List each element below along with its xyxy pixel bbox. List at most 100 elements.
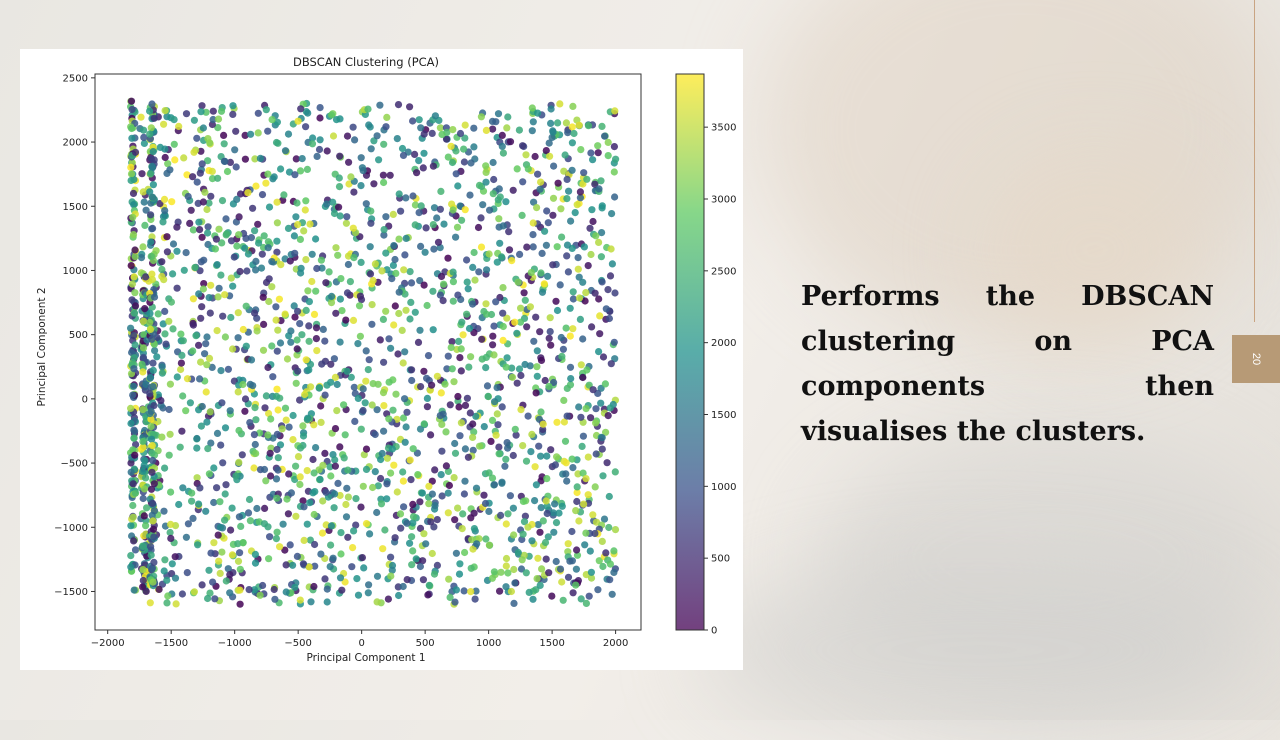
scatter-point (180, 154, 188, 162)
scatter-point (418, 489, 426, 497)
scatter-point (146, 373, 155, 381)
scatter-point (281, 147, 290, 155)
y-tick-label: 2000 (63, 138, 88, 149)
scatter-point (222, 481, 230, 489)
x-tick-label: −1000 (218, 638, 252, 649)
scatter-point (470, 248, 478, 257)
scatter-point (150, 480, 158, 488)
colorbar-tick-label: 1000 (711, 482, 736, 493)
scatter-point (130, 201, 138, 209)
scatter-point (244, 250, 252, 258)
scatter-point (284, 510, 292, 518)
scatter-point (463, 394, 471, 402)
scatter-point (563, 175, 571, 183)
scatter-point (599, 472, 607, 480)
colorbar-tick-label: 0 (711, 626, 717, 637)
scatter-point (550, 162, 558, 170)
scatter-point (538, 249, 546, 257)
scatter-point (469, 545, 477, 553)
scatter-point (430, 570, 439, 578)
scatter-point (260, 520, 268, 528)
scatter-point (568, 527, 576, 536)
scatter-point (544, 219, 552, 227)
scatter-point (221, 157, 229, 165)
scatter-point (149, 224, 157, 232)
scatter-point (549, 211, 557, 219)
scatter-point (362, 465, 371, 473)
scatter-point (264, 170, 272, 178)
scatter-point (612, 155, 620, 163)
scatter-point (255, 239, 263, 247)
scatter-point (377, 500, 386, 508)
scatter-point (510, 531, 518, 539)
scatter-point (141, 457, 149, 465)
scatter-point (373, 508, 381, 517)
scatter-point (530, 337, 538, 345)
scatter-point (139, 243, 147, 251)
scatter-point (303, 520, 311, 528)
scatter-point (273, 494, 281, 502)
scatter-point (608, 210, 616, 218)
scatter-point (306, 220, 314, 228)
scatter-point (258, 250, 266, 258)
scatter-point (457, 367, 465, 375)
scatter-point (317, 418, 325, 426)
scatter-point (411, 201, 419, 209)
scatter-point (531, 152, 539, 161)
scatter-point (449, 126, 457, 134)
scatter-point (312, 335, 320, 343)
scatter-point (217, 107, 226, 115)
scatter-point (321, 391, 329, 399)
scatter-point (589, 511, 597, 519)
scatter-point (562, 470, 570, 478)
scatter-point (371, 430, 379, 439)
scatter-point (186, 399, 194, 407)
scatter-point (329, 554, 337, 562)
scatter-point (445, 575, 453, 583)
scatter-point (529, 595, 537, 603)
scatter-point (545, 382, 553, 390)
scatter-point (241, 395, 250, 403)
scatter-point (390, 242, 398, 250)
scatter-point (327, 378, 335, 386)
scatter-point (234, 388, 242, 396)
scatter-point (518, 211, 526, 219)
scatter-point (334, 251, 342, 259)
scatter-point (160, 567, 168, 575)
scatter-point (127, 468, 135, 476)
scatter-point (563, 412, 571, 420)
scatter-point (429, 326, 437, 334)
scatter-point (250, 464, 258, 472)
scatter-point (239, 539, 247, 547)
scatter-point (394, 350, 402, 358)
scatter-point (139, 344, 148, 352)
scatter-point (148, 270, 156, 278)
scatter-point (285, 423, 293, 431)
scatter-point (139, 406, 147, 414)
scatter-point (560, 418, 569, 426)
scatter-point (274, 326, 282, 334)
scatter-point (461, 401, 470, 409)
scatter-point (143, 504, 151, 512)
scatter-point (269, 373, 277, 381)
scatter-point (313, 264, 321, 273)
scatter-point (242, 342, 250, 350)
scatter-point (564, 573, 573, 581)
scatter-point (504, 569, 512, 577)
scatter-point (391, 255, 399, 264)
scatter-point (317, 550, 325, 558)
scatter-point (229, 282, 237, 290)
scatter-point (490, 351, 498, 359)
scatter-point (284, 224, 293, 232)
scatter-point (444, 352, 452, 360)
scatter-point (196, 375, 204, 383)
scatter-point (409, 547, 417, 555)
scatter-point (569, 102, 577, 110)
scatter-plot-svg: DBSCAN Clustering (PCA) −2000 −1500 −1000−… (36, 55, 736, 664)
scatter-point (330, 209, 339, 218)
scatter-point (594, 586, 602, 594)
scatter-point (207, 549, 215, 557)
scatter-point (289, 561, 297, 569)
scatter-point (244, 189, 252, 197)
scatter-point (193, 134, 201, 142)
